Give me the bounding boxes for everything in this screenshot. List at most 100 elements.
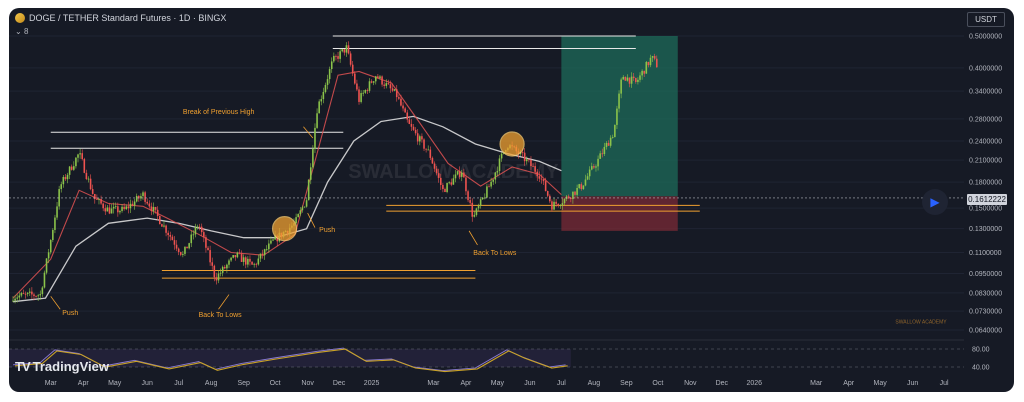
candle-body-289	[618, 93, 620, 109]
candle-body-285	[609, 137, 612, 146]
time-tick-10: 2025	[364, 380, 380, 387]
candle-body-55	[127, 206, 130, 209]
candle-body-47	[110, 208, 113, 214]
time-tick-19: Nov	[684, 380, 697, 387]
candle-body-198	[427, 149, 430, 151]
candle-body-63	[144, 192, 146, 202]
stop-zone	[561, 196, 678, 231]
candle-body-286	[611, 137, 614, 138]
candle-body-192	[414, 129, 417, 134]
time-tick-11: Mar	[427, 380, 440, 387]
candle-body-142	[309, 167, 312, 180]
candle-body-95	[211, 262, 214, 266]
candle-body-62	[142, 192, 144, 197]
candle-body-104	[230, 257, 232, 261]
candle-body-105	[232, 255, 234, 258]
replay-button[interactable]: ▶	[922, 189, 948, 215]
doge-coin-icon	[15, 13, 25, 23]
candle-body-8	[28, 291, 31, 293]
candle-body-83	[186, 246, 188, 249]
candle-body-169	[366, 90, 369, 91]
candle-body-188	[406, 112, 409, 120]
candle-body-199	[429, 149, 432, 158]
candle-body-233	[500, 153, 503, 159]
candle-body-11	[35, 296, 37, 297]
candle-body-125	[274, 235, 276, 240]
candle-body-172	[372, 81, 375, 83]
candle-body-41	[98, 198, 100, 200]
candle-body-42	[100, 198, 102, 204]
candle-body-43	[102, 203, 104, 209]
time-tick-25: Jun	[907, 380, 918, 387]
candle-body-86	[192, 234, 195, 236]
candle-body-270	[578, 184, 580, 188]
candle-body-176	[381, 76, 383, 85]
time-tick-12: Apr	[461, 380, 473, 387]
candle-body-187	[404, 108, 406, 113]
candle-body-230	[494, 172, 497, 180]
candle-body-60	[138, 195, 140, 199]
candle-body-301	[643, 70, 646, 74]
candle-body-197	[425, 148, 427, 150]
symbol-header[interactable]: DOGE / TETHER Standard Futures · 1D · BI…	[15, 13, 226, 23]
candle-body-280	[599, 153, 601, 159]
candle-body-153	[333, 55, 335, 62]
candle-body-19	[52, 229, 54, 240]
highlight-circle-1	[499, 131, 525, 157]
candle-body-61	[140, 196, 142, 199]
candle-body-210	[452, 178, 455, 185]
time-tick-9: Dec	[333, 380, 346, 387]
annotation-0: Break of Previous High	[183, 109, 255, 116]
candle-body-254	[544, 181, 547, 192]
candle-body-284	[607, 142, 610, 146]
candle-body-261	[559, 205, 562, 207]
price-chart[interactable]: SWALLOW ACADEMY SWALLOW ACADEMY Break of P…	[9, 8, 1014, 392]
candle-body-27	[68, 166, 71, 175]
candle-body-287	[614, 124, 616, 138]
candle-body-137	[299, 210, 302, 215]
candle-body-206	[444, 189, 446, 192]
candle-body-161	[349, 53, 352, 65]
candle-body-116	[255, 263, 258, 265]
candle-body-152	[330, 61, 333, 70]
chart-frame: SWALLOW ACADEMY SWALLOW ACADEMY Break of P…	[9, 8, 1014, 392]
candle-body-148	[322, 91, 325, 100]
price-tick-13: 0.0640000	[969, 328, 1002, 335]
indicator-toggle[interactable]: ⌄ 8	[15, 27, 28, 36]
candle-body-144	[314, 127, 316, 149]
candle-body-294	[628, 77, 631, 84]
candle-body-78	[175, 244, 178, 249]
candle-body-35	[85, 172, 88, 180]
tv-logo-icon: TV	[15, 359, 31, 374]
candle-body-93	[207, 247, 209, 251]
time-tick-16: Aug	[588, 380, 601, 387]
candle-body-166	[360, 93, 362, 102]
candle-body-40	[96, 199, 98, 200]
candle-body-179	[387, 83, 390, 85]
candle-body-211	[454, 174, 457, 179]
candle-body-73	[165, 225, 167, 233]
price-tick-5: 0.2100000	[969, 158, 1002, 165]
tradingview-logo[interactable]: TV TradingView	[15, 359, 109, 374]
candle-body-273	[584, 179, 587, 186]
price-tick-1: 0.4000000	[969, 65, 1002, 72]
candle-body-194	[419, 136, 421, 142]
candle-body-165	[358, 89, 360, 102]
annotation-4: Back To Lows	[199, 312, 243, 319]
candle-body-225	[484, 197, 486, 199]
candle-body-252	[540, 178, 543, 180]
candle-body-112	[247, 258, 249, 265]
candle-body-190	[410, 123, 413, 127]
candle-body-21	[56, 206, 58, 218]
candle-body-6	[24, 293, 27, 295]
candle-body-75	[169, 235, 172, 237]
candle-body-278	[595, 166, 597, 168]
currency-button[interactable]: USDT	[967, 12, 1005, 27]
candle-body-31	[77, 154, 79, 158]
candle-body-88	[196, 226, 199, 228]
price-tick-3: 0.2800000	[969, 116, 1002, 123]
candle-body-255	[546, 191, 549, 196]
candle-body-263	[563, 198, 566, 204]
candle-body-298	[637, 79, 639, 82]
osc-band	[9, 349, 571, 367]
